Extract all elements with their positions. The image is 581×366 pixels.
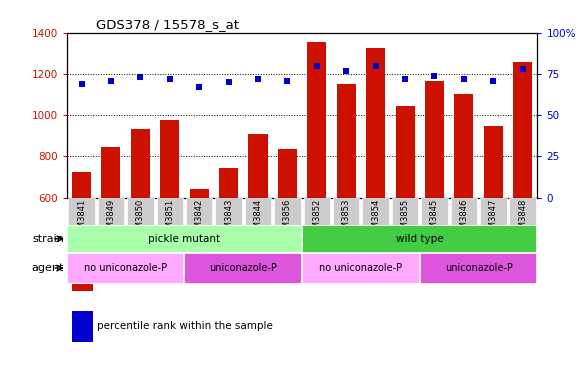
Text: GSM3849: GSM3849 [106, 199, 116, 239]
Text: no uniconazole-P: no uniconazole-P [320, 263, 403, 273]
Bar [366, 48, 385, 198]
FancyBboxPatch shape [156, 198, 183, 225]
Bar [454, 94, 474, 198]
FancyBboxPatch shape [451, 198, 477, 225]
FancyBboxPatch shape [421, 198, 448, 225]
Text: GSM3848: GSM3848 [518, 199, 527, 239]
Point [459, 76, 468, 82]
Text: GSM3850: GSM3850 [136, 199, 145, 239]
Bar [219, 168, 238, 198]
Bar [513, 62, 532, 198]
Bar [396, 106, 415, 198]
Text: uniconazole-P: uniconazole-P [209, 263, 277, 273]
Text: wild type: wild type [396, 234, 443, 244]
Point [283, 78, 292, 84]
FancyBboxPatch shape [302, 253, 420, 284]
Text: GSM3855: GSM3855 [400, 199, 410, 239]
FancyBboxPatch shape [127, 198, 153, 225]
Text: percentile rank within the sample: percentile rank within the sample [98, 321, 273, 332]
Point [136, 75, 145, 81]
Point [489, 78, 498, 84]
Text: count: count [98, 270, 127, 280]
Point [253, 76, 263, 82]
Text: GSM3841: GSM3841 [77, 199, 86, 239]
Text: GSM3846: GSM3846 [460, 199, 468, 239]
Text: GSM3853: GSM3853 [342, 199, 351, 239]
FancyBboxPatch shape [98, 198, 124, 225]
Text: GDS378 / 15578_s_at: GDS378 / 15578_s_at [96, 18, 239, 31]
FancyBboxPatch shape [274, 198, 300, 225]
Bar [101, 147, 120, 198]
Bar [336, 85, 356, 198]
Bar [425, 81, 444, 198]
FancyBboxPatch shape [302, 225, 537, 253]
Point [518, 66, 528, 72]
Point [77, 81, 86, 87]
Point [400, 76, 410, 82]
Text: GSM3852: GSM3852 [313, 199, 321, 239]
Text: GSM3856: GSM3856 [283, 199, 292, 239]
FancyBboxPatch shape [67, 225, 302, 253]
Point [224, 79, 233, 85]
FancyBboxPatch shape [480, 198, 507, 225]
Bar [249, 134, 268, 198]
Bar [72, 172, 91, 198]
Text: GSM3851: GSM3851 [165, 199, 174, 239]
Text: GSM3854: GSM3854 [371, 199, 380, 239]
FancyBboxPatch shape [67, 253, 185, 284]
FancyBboxPatch shape [69, 198, 95, 225]
Point [312, 63, 321, 69]
FancyBboxPatch shape [71, 260, 93, 291]
FancyBboxPatch shape [216, 198, 242, 225]
Bar [131, 129, 150, 198]
Text: GSM3845: GSM3845 [430, 199, 439, 239]
Text: no uniconazole-P: no uniconazole-P [84, 263, 167, 273]
Point [430, 73, 439, 79]
Text: GSM3842: GSM3842 [195, 199, 204, 239]
Text: strain: strain [32, 234, 64, 244]
FancyBboxPatch shape [392, 198, 418, 225]
Text: GSM3843: GSM3843 [224, 199, 233, 239]
Text: uniconazole-P: uniconazole-P [444, 263, 512, 273]
Bar [307, 42, 327, 198]
FancyBboxPatch shape [245, 198, 271, 225]
FancyBboxPatch shape [304, 198, 330, 225]
FancyBboxPatch shape [185, 253, 302, 284]
FancyBboxPatch shape [333, 198, 360, 225]
FancyBboxPatch shape [363, 198, 389, 225]
Bar [160, 120, 180, 198]
Text: GSM3847: GSM3847 [489, 199, 498, 239]
Bar [484, 126, 503, 198]
FancyBboxPatch shape [186, 198, 213, 225]
Point [342, 68, 351, 74]
Text: pickle mutant: pickle mutant [148, 234, 221, 244]
Point [106, 78, 116, 84]
FancyBboxPatch shape [420, 253, 537, 284]
Point [195, 85, 204, 90]
Text: GSM3844: GSM3844 [253, 199, 263, 239]
Text: agent: agent [31, 263, 64, 273]
Bar [189, 190, 209, 198]
Point [165, 76, 174, 82]
FancyBboxPatch shape [510, 198, 536, 225]
Bar [278, 149, 297, 198]
FancyBboxPatch shape [71, 311, 93, 342]
Point [371, 63, 381, 69]
